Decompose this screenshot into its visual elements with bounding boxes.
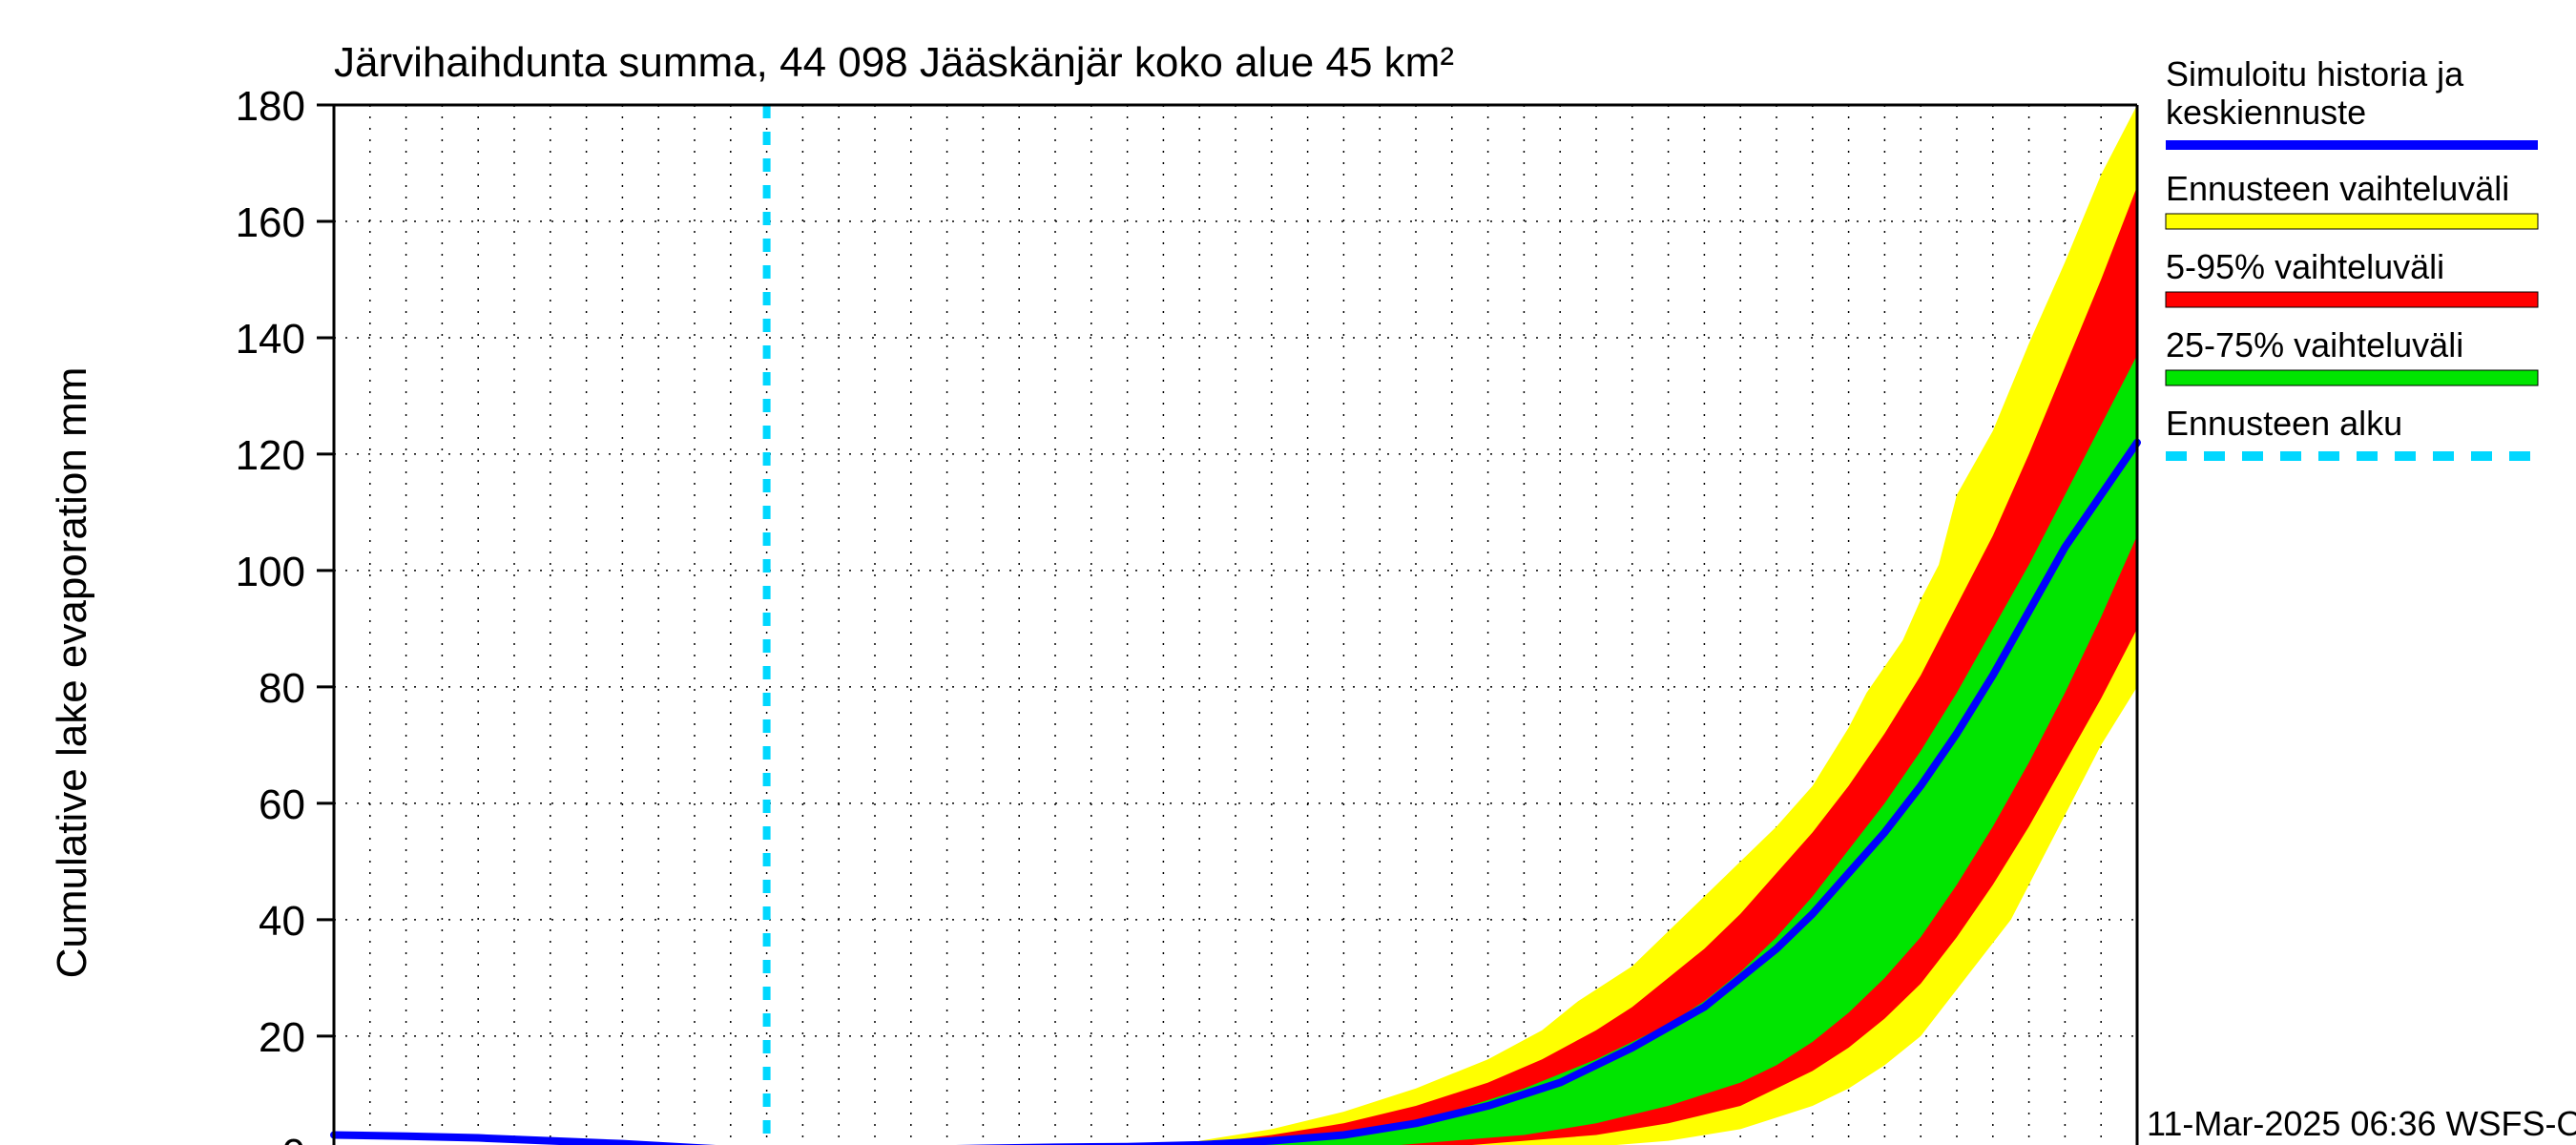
y-tick-label: 180 <box>236 83 305 130</box>
legend-label: Simuloitu historia ja <box>2166 54 2464 94</box>
y-tick-label: 140 <box>236 316 305 363</box>
y-tick-label: 100 <box>236 549 305 595</box>
chart-title: Järvihaihdunta summa, 44 098 Jääskänjär … <box>334 39 1454 86</box>
legend-label: 5-95% vaihteluväli <box>2166 247 2444 286</box>
y-tick-label: 160 <box>236 199 305 246</box>
y-tick-label: 120 <box>236 432 305 479</box>
y-tick-label: 60 <box>259 781 305 828</box>
evaporation-chart: Järvihaihdunta summa, 44 098 Jääskänjär … <box>0 0 2576 1145</box>
legend-label: keskiennuste <box>2166 93 2366 132</box>
y-axis-label: Cumulative lake evaporation mm <box>49 367 95 979</box>
y-tick-label: 20 <box>259 1014 305 1061</box>
legend-label: Ennusteen vaihteluväli <box>2166 169 2509 208</box>
y-tick-label: 40 <box>259 898 305 945</box>
y-tick-label: 80 <box>259 665 305 712</box>
legend-label: Ennusteen alku <box>2166 404 2402 443</box>
legend-label: 25-75% vaihteluväli <box>2166 325 2463 364</box>
y-tick-label: 0 <box>282 1131 305 1145</box>
chart-footer: 11-Mar-2025 06:36 WSFS-O <box>2147 1104 2576 1143</box>
